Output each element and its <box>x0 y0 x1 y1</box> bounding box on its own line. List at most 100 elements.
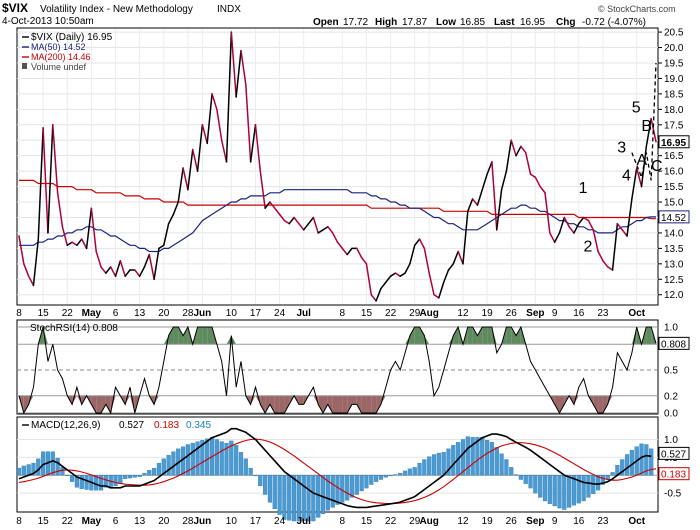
price-segment <box>616 222 623 231</box>
stoch-fill-high <box>183 327 188 345</box>
stoch-fill-low <box>96 395 102 413</box>
price-segment <box>404 263 411 274</box>
price-segment <box>76 238 83 247</box>
macd-value: 0.527 <box>119 420 144 431</box>
price-x-label: 29 <box>409 308 421 319</box>
price-y-tick-label: 18.5 <box>664 89 684 100</box>
macd-line <box>18 427 652 509</box>
price-segment <box>394 272 401 277</box>
stoch-fill-low <box>366 395 372 413</box>
macd-hist-bar <box>16 467 22 476</box>
price-x-label: 15 <box>361 308 373 319</box>
price-right-label: 14.52 <box>661 213 686 224</box>
price-segment <box>336 241 344 250</box>
stoch-right-box <box>658 336 690 350</box>
price-panel <box>16 27 659 306</box>
price-segment <box>105 266 112 274</box>
price-segment <box>293 216 300 225</box>
stoch-fill-low <box>376 395 381 413</box>
macd-hist-bar <box>581 475 586 502</box>
wave-label-4: 4 <box>622 167 631 184</box>
stoch-fill-low <box>154 395 159 405</box>
price-segment <box>331 232 339 243</box>
price-segment <box>496 188 503 231</box>
macd-hist-bar <box>205 438 210 476</box>
stoch-fill-low <box>269 395 275 413</box>
macd-hist-bar <box>224 442 229 476</box>
macd-hist-bar <box>185 444 190 476</box>
stoch-right-value: 0.808 <box>661 339 686 350</box>
wave-label-a: A <box>637 152 648 169</box>
stoch-y-tick-label: 1.0 <box>664 323 678 334</box>
price-segment <box>645 117 652 148</box>
price-segment <box>409 244 416 265</box>
price-segment <box>418 238 426 250</box>
macd-hist-bar <box>267 475 273 503</box>
price-segment <box>341 247 348 256</box>
price-segment <box>360 256 368 265</box>
macd-hist-bar <box>60 467 65 476</box>
price-segment <box>216 108 223 141</box>
price-segment <box>138 266 146 277</box>
macd-x-label: Aug <box>419 516 438 527</box>
price-segment <box>56 192 64 228</box>
macd-hist-bar <box>36 458 41 476</box>
stoch-fill-high <box>231 335 237 345</box>
stoch-fill-low <box>607 395 613 405</box>
stoch-fill-high <box>202 327 208 345</box>
macd-x-label: 22 <box>62 516 74 527</box>
price-y-tick-label: 20.0 <box>664 43 684 54</box>
stochrsi-right-label: 0.808 <box>658 336 690 350</box>
stoch-fill-low <box>327 395 333 413</box>
stoch-fill-high <box>467 327 473 345</box>
macd-x-label: 6 <box>113 516 119 527</box>
stoch-fill-high <box>516 327 521 345</box>
stoch-fill-low <box>337 395 343 413</box>
macd-hist-bar <box>287 475 292 521</box>
price-segment <box>187 148 194 191</box>
symbol-name: Volatility Index - New Methodology <box>40 4 193 15</box>
price-segment <box>375 287 382 302</box>
price-segment <box>196 124 204 172</box>
macd-hist-bar <box>624 454 630 476</box>
stoch-fill-low <box>265 395 270 413</box>
price-segment <box>191 148 199 172</box>
price-x-label: Jun <box>193 308 211 319</box>
price-segment <box>47 124 54 234</box>
stoch-fill-high <box>405 335 410 345</box>
macd-hist-bar <box>161 458 166 476</box>
macd-hist-bar <box>316 475 321 518</box>
price-y-tick-label: 13.0 <box>664 259 684 270</box>
price-segment <box>254 124 262 172</box>
price-segment <box>486 161 493 175</box>
price-segment <box>534 176 541 188</box>
price-y-tick-label: 19.0 <box>664 74 684 85</box>
price-segment <box>370 293 377 302</box>
price-segment <box>399 272 406 277</box>
price-segment <box>611 222 619 271</box>
price-x-label: 28 <box>182 308 194 319</box>
macd-hist-bar <box>538 475 543 498</box>
stochrsi-title: StochRSI(14) 0.808 <box>30 323 118 334</box>
price-right-labels: 16.95 14.52 <box>658 135 690 224</box>
symbol-title: $VIX <box>2 1 28 15</box>
last-label: Last <box>494 17 515 28</box>
macd-hist-bar <box>79 475 84 489</box>
macd-hist-bar <box>441 452 446 476</box>
stoch-fill-high <box>453 327 459 345</box>
macd-hist-bar <box>325 475 330 511</box>
macd-hist-bar <box>200 440 205 476</box>
macd-x-label: Jul <box>296 516 311 527</box>
price-segment <box>582 216 590 222</box>
price-x-label: 22 <box>385 308 397 319</box>
macd-hist-bar <box>518 475 523 480</box>
macd-hist-bar <box>113 475 118 487</box>
stoch-fill-high <box>43 327 48 345</box>
macd-hist-bar <box>330 475 335 508</box>
macd-hist-bar <box>436 452 441 476</box>
macd-hist-bar <box>306 475 311 522</box>
macd-hist-bar <box>528 475 533 489</box>
macd-hist-bar <box>364 475 369 489</box>
price-x-label: 19 <box>482 308 494 319</box>
price-segment <box>442 269 450 284</box>
